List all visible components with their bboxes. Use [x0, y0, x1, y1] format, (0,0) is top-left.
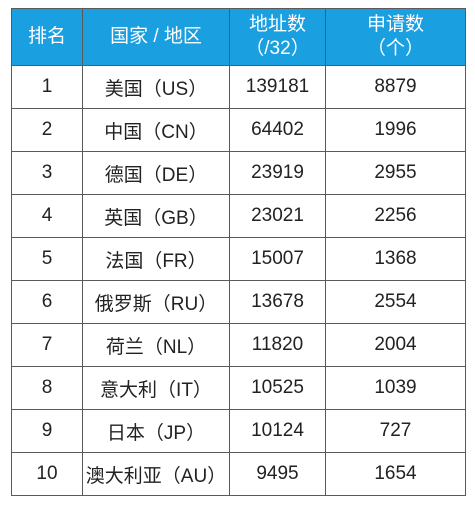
cell-addresses: 11820: [229, 323, 326, 367]
header-row: 排名 国家 / 地区 地址数 （/32） 申请数 （个）: [11, 8, 466, 66]
cell-country: 中国（CN）: [82, 108, 230, 152]
cell-addresses: 23919: [229, 151, 326, 195]
header-addresses: 地址数 （/32）: [229, 8, 326, 66]
table-row: 10 澳大利亚（AU） 9495 1654: [11, 452, 466, 496]
table-row: 7 荷兰（NL） 11820 2004: [11, 323, 466, 367]
table-row: 6 俄罗斯（RU） 13678 2554: [11, 280, 466, 324]
cell-country: 意大利（IT）: [82, 366, 230, 410]
cell-addresses: 10124: [229, 409, 326, 453]
cell-rank: 1: [11, 65, 83, 109]
header-applications-unit: （个）: [366, 38, 424, 59]
cell-addresses: 13678: [229, 280, 326, 324]
cell-applications: 1039: [325, 366, 466, 410]
cell-rank: 4: [11, 194, 83, 238]
cell-rank: 7: [11, 323, 83, 367]
cell-rank: 8: [11, 366, 83, 410]
header-applications: 申请数 （个）: [325, 8, 466, 66]
table-row: 2 中国（CN） 64402 1996: [11, 108, 466, 152]
header-addresses-label: 地址数: [248, 14, 306, 35]
cell-rank: 6: [11, 280, 83, 324]
table-row: 4 英国（GB） 23021 2256: [11, 194, 466, 238]
cell-addresses: 23021: [229, 194, 326, 238]
cell-country: 英国（GB）: [82, 194, 230, 238]
cell-rank: 3: [11, 151, 83, 195]
cell-rank: 5: [11, 237, 83, 281]
cell-country: 法国（FR）: [82, 237, 230, 281]
header-country: 国家 / 地区: [82, 8, 230, 66]
cell-addresses: 10525: [229, 366, 326, 410]
cell-country: 日本（JP）: [82, 409, 230, 453]
cell-country: 俄罗斯（RU）: [82, 280, 230, 324]
cell-addresses: 64402: [229, 108, 326, 152]
header-applications-label: 申请数: [366, 14, 424, 35]
cell-addresses: 139181: [229, 65, 326, 109]
cell-applications: 1654: [325, 452, 466, 496]
cell-rank: 9: [11, 409, 83, 453]
cell-country: 德国（DE）: [82, 151, 230, 195]
table-row: 8 意大利（IT） 10525 1039: [11, 366, 466, 410]
cell-applications: 1996: [325, 108, 466, 152]
ranking-table-container: 排名 国家 / 地区 地址数 （/32） 申请数 （个） 1 美国（US） 13…: [11, 8, 466, 496]
cell-applications: 2955: [325, 151, 466, 195]
ranking-table: 排名 国家 / 地区 地址数 （/32） 申请数 （个） 1 美国（US） 13…: [11, 8, 466, 496]
cell-addresses: 9495: [229, 452, 326, 496]
header-rank: 排名: [11, 8, 83, 66]
cell-country: 澳大利亚（AU）: [82, 452, 230, 496]
cell-country: 美国（US）: [82, 65, 230, 109]
header-addresses-unit: （/32）: [245, 38, 310, 59]
cell-applications: 2554: [325, 280, 466, 324]
cell-rank: 2: [11, 108, 83, 152]
cell-country: 荷兰（NL）: [82, 323, 230, 367]
table-row: 1 美国（US） 139181 8879: [11, 65, 466, 109]
cell-addresses: 15007: [229, 237, 326, 281]
cell-applications: 2256: [325, 194, 466, 238]
table-row: 5 法国（FR） 15007 1368: [11, 237, 466, 281]
cell-applications: 8879: [325, 65, 466, 109]
cell-applications: 2004: [325, 323, 466, 367]
cell-applications: 727: [325, 409, 466, 453]
cell-applications: 1368: [325, 237, 466, 281]
table-row: 9 日本（JP） 10124 727: [11, 409, 466, 453]
cell-rank: 10: [11, 452, 83, 496]
table-row: 3 德国（DE） 23919 2955: [11, 151, 466, 195]
